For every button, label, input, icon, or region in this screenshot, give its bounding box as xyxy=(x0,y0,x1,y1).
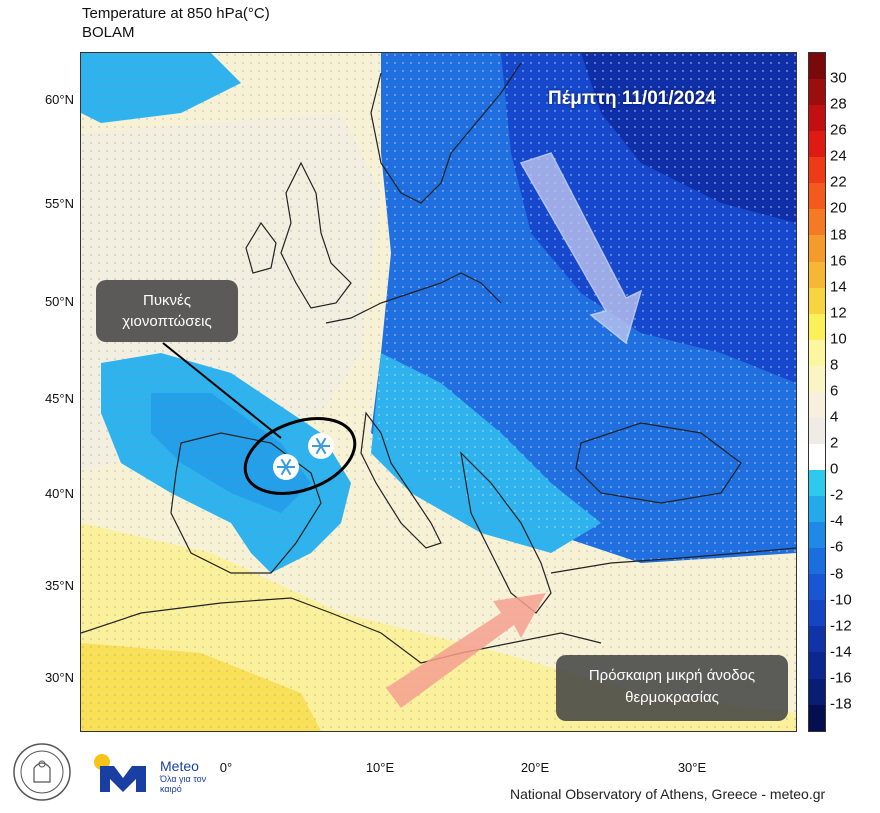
colorbar-segment xyxy=(809,704,825,731)
colorbar-segment xyxy=(809,600,825,627)
colorbar-tick-label: -16 xyxy=(830,669,852,687)
grid-dots-cold xyxy=(371,53,796,563)
colorbar-segment xyxy=(809,261,825,288)
snow-annotation-box: Πυκνές χιονοπτώσεις xyxy=(96,280,238,342)
colorbar-tick-label: -10 xyxy=(830,591,852,609)
lat-label: 45°N xyxy=(44,391,74,406)
snowflake-icon xyxy=(273,454,299,480)
colorbar-tick-label: 4 xyxy=(830,408,839,426)
lat-label: 35°N xyxy=(44,578,74,593)
colorbar-tick-label: 10 xyxy=(830,330,847,348)
colorbar-segment xyxy=(809,209,825,236)
colorbar-tick-label: 24 xyxy=(830,147,847,165)
lat-label: 40°N xyxy=(44,486,74,501)
colorbar-tick-label: -2 xyxy=(830,486,844,504)
colorbar-segment xyxy=(809,678,825,705)
meteo-logo-icon xyxy=(94,754,146,792)
colorbar-tick-label: 22 xyxy=(830,173,847,191)
colorbar-segment xyxy=(809,53,825,80)
colorbar-segment xyxy=(809,574,825,601)
snow-pointer-line xyxy=(162,342,282,439)
temperature-map xyxy=(80,52,797,732)
map-title-line1: Temperature at 850 hPa(°C) xyxy=(82,5,270,22)
colorbar-segment xyxy=(809,391,825,418)
warm-advection-arrow xyxy=(386,593,546,708)
colorbar-segment xyxy=(809,183,825,210)
colorbar-segment xyxy=(809,235,825,262)
lon-label: 20°E xyxy=(520,760,550,775)
lon-label: 0° xyxy=(219,760,233,775)
map-title: Temperature at 850 hPa(°C) BOLAM xyxy=(82,4,270,42)
lon-label: 10°E xyxy=(365,760,395,775)
colorbar-segment xyxy=(809,287,825,314)
snowflake-icon xyxy=(308,433,334,459)
colorbar-segment xyxy=(809,652,825,679)
colorbar-segment xyxy=(809,626,825,653)
colorbar-tick-label: 18 xyxy=(830,226,847,244)
lon-label: 30°E xyxy=(677,760,707,775)
coastlines xyxy=(81,62,796,664)
colorbar-tick-label: -18 xyxy=(830,695,852,713)
map-canvas xyxy=(81,53,796,731)
colorbar-tick-label: 8 xyxy=(830,356,839,374)
snow-ellipse xyxy=(243,417,357,495)
colorbar-tick-label: 2 xyxy=(830,434,839,452)
colorbar-tick-label: 20 xyxy=(830,199,847,217)
meteo-logo xyxy=(92,752,154,801)
colorbar-segment xyxy=(809,79,825,106)
colorbar-tick-label: -12 xyxy=(830,617,852,635)
cold-advection-arrow xyxy=(519,152,643,345)
colorbar-segment xyxy=(809,548,825,575)
colorbar-tick-label: 16 xyxy=(830,252,847,270)
colorbar-segment xyxy=(809,522,825,549)
colorbar-tick-label: -4 xyxy=(830,512,844,530)
colorbar-tick-label: 14 xyxy=(830,278,847,296)
colorbar-tick-label: 0 xyxy=(830,460,839,478)
colorbar-segment xyxy=(809,157,825,184)
colorbar-tick-label: 6 xyxy=(830,382,839,400)
colorbar-segment xyxy=(809,131,825,158)
snow-highlight xyxy=(162,342,357,495)
warming-annotation-box: Πρόσκαιρη μικρή άνοδος θερμοκρασίας xyxy=(556,655,788,721)
temperature-colorbar xyxy=(808,52,826,732)
colorbar-tick-label: -6 xyxy=(830,538,844,556)
colorbar-tick-label: 28 xyxy=(830,95,847,113)
colorbar-segment xyxy=(809,105,825,132)
lat-label: 55°N xyxy=(44,196,74,211)
lat-label: 50°N xyxy=(44,294,74,309)
observatory-seal xyxy=(12,742,72,802)
meteo-logo-word: Meteo xyxy=(160,758,199,774)
colorbar-segment xyxy=(809,496,825,523)
credit-text: National Observatory of Athens, Greece -… xyxy=(510,786,826,802)
colorbar-segment xyxy=(809,443,825,470)
colorbar-tick-label: 30 xyxy=(830,69,847,87)
colorbar-segment xyxy=(809,313,825,340)
colorbar-tick-label: 26 xyxy=(830,121,847,139)
map-title-line2: BOLAM xyxy=(82,24,135,41)
colorbar-segment xyxy=(809,365,825,392)
colorbar-segment xyxy=(809,339,825,366)
forecast-date-label: Πέμπτη 11/01/2024 xyxy=(548,88,716,109)
colorbar-tick-label: -8 xyxy=(830,565,844,583)
colorbar-segment xyxy=(809,417,825,444)
seal-icon xyxy=(13,743,71,801)
colorbar-segment xyxy=(809,470,825,497)
meteo-logo-tagline: Όλα για τον καιρό xyxy=(160,774,207,794)
colorbar-tick-label: 12 xyxy=(830,304,847,322)
lat-label: 30°N xyxy=(44,670,74,685)
lat-label: 60°N xyxy=(44,92,74,107)
colorbar-tick-label: -14 xyxy=(830,643,852,661)
